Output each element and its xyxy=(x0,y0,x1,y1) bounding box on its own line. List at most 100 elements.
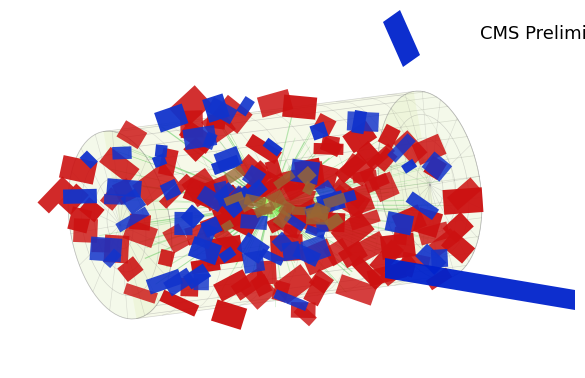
Polygon shape xyxy=(306,214,328,225)
Polygon shape xyxy=(260,248,284,266)
Polygon shape xyxy=(424,156,447,180)
Polygon shape xyxy=(281,167,309,192)
Polygon shape xyxy=(302,181,316,195)
Polygon shape xyxy=(356,141,383,168)
Polygon shape xyxy=(244,179,268,202)
Polygon shape xyxy=(309,122,329,141)
Polygon shape xyxy=(146,269,183,294)
Polygon shape xyxy=(335,190,357,205)
Polygon shape xyxy=(400,262,415,277)
Polygon shape xyxy=(162,223,190,253)
Polygon shape xyxy=(384,211,414,235)
Polygon shape xyxy=(226,186,251,211)
Polygon shape xyxy=(188,236,222,265)
Polygon shape xyxy=(305,205,322,219)
Polygon shape xyxy=(280,167,318,201)
Polygon shape xyxy=(283,224,298,238)
Polygon shape xyxy=(223,191,245,206)
Polygon shape xyxy=(271,280,291,303)
Polygon shape xyxy=(210,192,231,211)
Polygon shape xyxy=(282,94,317,120)
Polygon shape xyxy=(79,197,105,222)
Polygon shape xyxy=(429,228,460,257)
Polygon shape xyxy=(158,249,175,267)
Polygon shape xyxy=(213,184,247,219)
Polygon shape xyxy=(281,241,301,261)
Polygon shape xyxy=(263,138,283,156)
Polygon shape xyxy=(212,95,253,134)
Polygon shape xyxy=(73,218,98,243)
Polygon shape xyxy=(163,268,195,296)
Polygon shape xyxy=(335,274,377,305)
Polygon shape xyxy=(206,114,226,130)
Polygon shape xyxy=(264,159,283,179)
Polygon shape xyxy=(367,262,407,287)
Polygon shape xyxy=(251,274,273,297)
Polygon shape xyxy=(351,256,384,290)
Polygon shape xyxy=(158,148,178,177)
Polygon shape xyxy=(369,239,404,276)
Polygon shape xyxy=(90,237,122,262)
Polygon shape xyxy=(366,143,395,171)
Polygon shape xyxy=(191,257,221,274)
Polygon shape xyxy=(154,104,188,133)
Polygon shape xyxy=(174,212,192,235)
Polygon shape xyxy=(338,240,368,268)
Polygon shape xyxy=(211,155,241,175)
Polygon shape xyxy=(312,113,336,136)
Polygon shape xyxy=(380,232,416,260)
Polygon shape xyxy=(218,246,236,263)
Polygon shape xyxy=(415,244,446,275)
Polygon shape xyxy=(412,134,446,165)
Polygon shape xyxy=(393,227,408,245)
Polygon shape xyxy=(426,268,452,290)
Polygon shape xyxy=(320,137,343,157)
Polygon shape xyxy=(323,238,352,266)
Polygon shape xyxy=(303,275,330,306)
Polygon shape xyxy=(68,131,172,319)
Polygon shape xyxy=(201,216,223,238)
Polygon shape xyxy=(180,204,205,229)
Polygon shape xyxy=(295,171,315,189)
Polygon shape xyxy=(235,154,265,183)
Polygon shape xyxy=(352,170,377,183)
Polygon shape xyxy=(256,260,277,285)
Polygon shape xyxy=(401,159,417,174)
Polygon shape xyxy=(222,186,256,218)
Polygon shape xyxy=(297,166,316,186)
Polygon shape xyxy=(202,132,218,150)
Polygon shape xyxy=(58,184,89,215)
Polygon shape xyxy=(214,181,232,207)
Polygon shape xyxy=(183,137,208,162)
Polygon shape xyxy=(300,234,331,264)
Polygon shape xyxy=(199,175,236,211)
Polygon shape xyxy=(273,170,295,189)
Polygon shape xyxy=(294,158,324,190)
Polygon shape xyxy=(106,178,142,198)
Polygon shape xyxy=(447,177,481,211)
Polygon shape xyxy=(199,209,240,237)
Polygon shape xyxy=(99,147,140,184)
Polygon shape xyxy=(292,206,306,215)
Polygon shape xyxy=(123,283,158,304)
Polygon shape xyxy=(385,258,575,310)
Polygon shape xyxy=(236,96,255,116)
Polygon shape xyxy=(309,269,334,294)
Polygon shape xyxy=(242,165,266,189)
Polygon shape xyxy=(197,186,226,212)
Polygon shape xyxy=(67,206,92,234)
Polygon shape xyxy=(181,168,221,207)
Polygon shape xyxy=(115,206,150,232)
Polygon shape xyxy=(257,89,293,118)
Polygon shape xyxy=(270,234,304,262)
Polygon shape xyxy=(121,189,146,215)
Polygon shape xyxy=(307,206,328,218)
Polygon shape xyxy=(249,173,287,203)
Polygon shape xyxy=(442,187,483,215)
Polygon shape xyxy=(183,177,218,209)
Polygon shape xyxy=(214,182,235,203)
Polygon shape xyxy=(222,185,239,209)
Polygon shape xyxy=(323,192,347,209)
Polygon shape xyxy=(122,219,158,248)
Polygon shape xyxy=(345,231,389,267)
